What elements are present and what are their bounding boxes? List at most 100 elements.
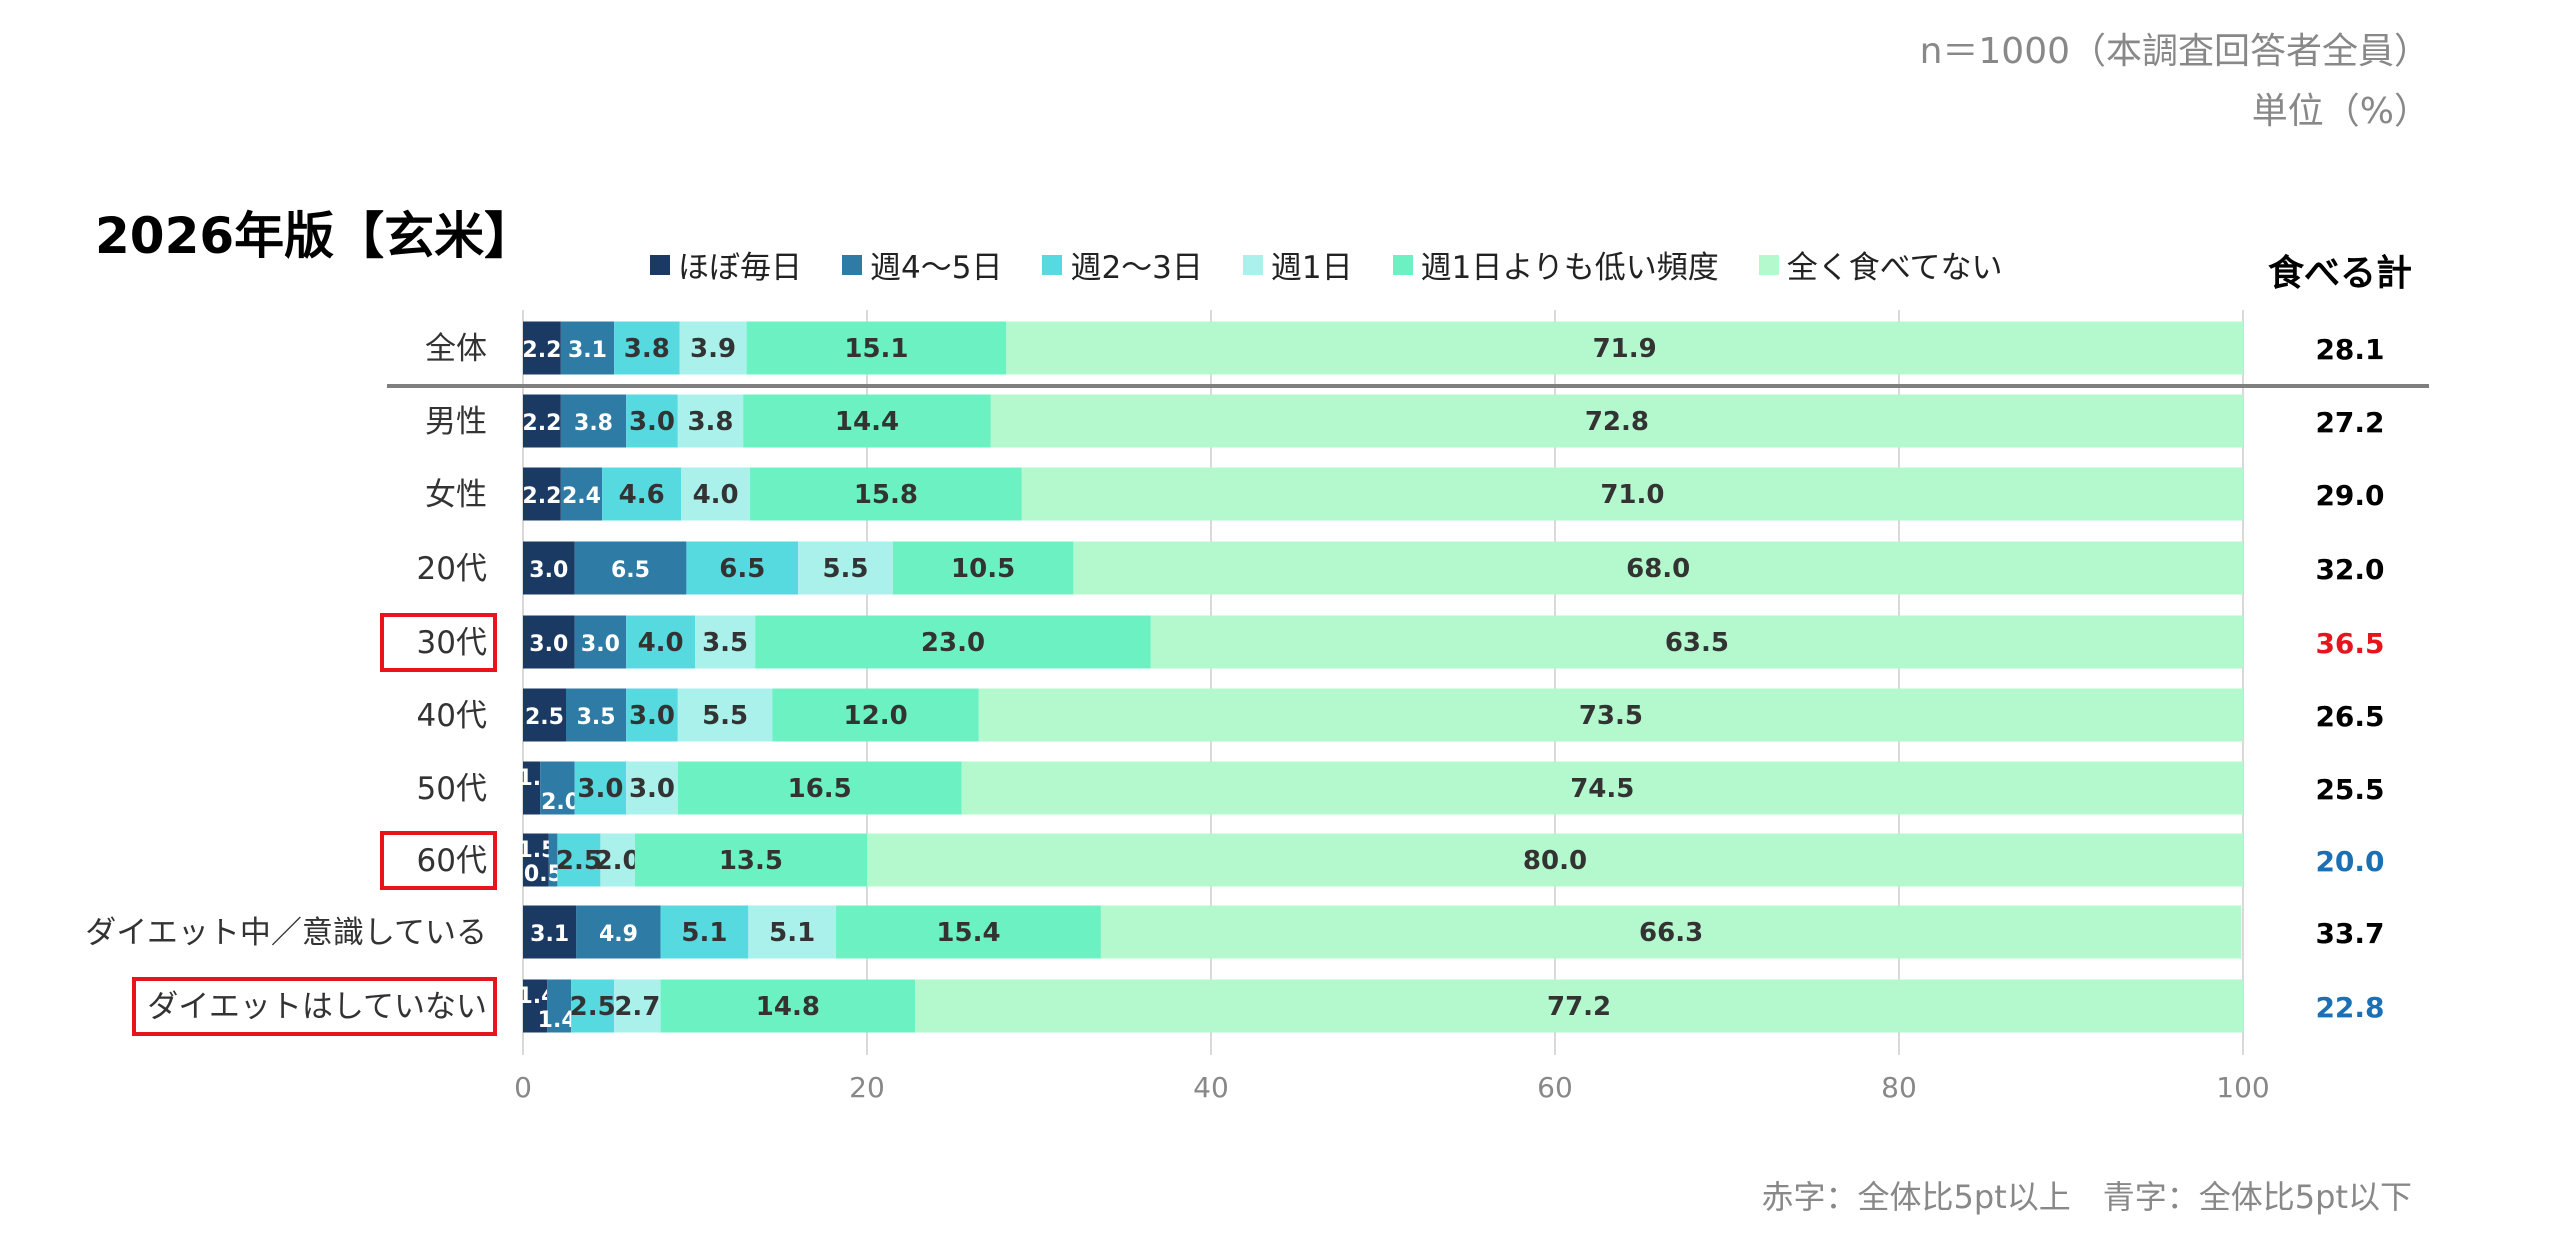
data-label: 3.8 [687,407,733,437]
bar-segment [574,761,627,815]
bar-segment [978,688,2243,742]
legend-item: ほぼ毎日 [650,242,802,287]
data-label: 2.5 [556,846,602,876]
bar-segment [523,467,561,521]
data-label: 14.4 [835,407,899,437]
data-label: 10.5 [951,554,1015,584]
data-label: 2.2 [522,338,561,363]
chart-title: 2026年版【玄米】 [95,207,535,265]
legend-swatch [650,254,670,275]
bar-segment [681,467,751,521]
category-label: 20代 [417,551,487,587]
category-label: 女性 [425,477,487,513]
data-label: 15.1 [844,334,908,364]
bar-segment [560,467,603,521]
bar-segment [614,321,680,375]
legend-item: 週2～3日 [1042,242,1203,287]
data-label: 73.5 [1579,701,1643,731]
total-value: 29.0 [2315,479,2384,512]
bar-segment [660,979,916,1033]
bar-segment [571,979,615,1033]
bar-segment [990,394,2243,448]
legend-item: 週1日 [1242,242,1353,287]
bar-segment [867,833,2243,887]
legend-label: 週1日よりも低い頻度 [1420,250,1719,286]
bar-segment [961,761,2243,815]
legend-swatch [1758,254,1779,275]
data-label: 4.6 [619,480,665,510]
bar-segment [695,615,756,669]
data-label: 14.8 [756,992,820,1022]
total-value: 25.5 [2315,773,2384,806]
x-tick-label: 80 [1881,1071,1917,1104]
data-label: 3.9 [690,334,736,364]
legend-label: 週1日 [1270,250,1353,286]
x-tick-label: 100 [2216,1071,2269,1104]
bar-segment [686,541,799,595]
total-value: 22.8 [2315,991,2384,1024]
data-label: 3.5 [577,705,616,730]
data-label: 80.0 [1523,846,1587,876]
category-label: ダイエット中／意識している [85,915,487,951]
data-label: 23.0 [921,628,985,658]
bar-segment [576,905,661,959]
bar-segment [566,688,627,742]
data-label: 2.2 [522,484,561,509]
data-label: 3.1 [530,922,569,947]
data-label: 2.5 [570,992,616,1022]
bar-segment [574,615,627,669]
category-label: ダイエットはしていない [147,989,487,1025]
data-label: 3.1 [568,338,607,363]
legend-item: 週4～5日 [842,242,1002,287]
data-label: 3.0 [577,774,623,804]
data-label: 3.0 [581,632,620,657]
legend-swatch [842,254,862,275]
highlight-box [380,613,497,672]
category-label: 40代 [417,698,487,734]
data-label: 2.5 [525,705,564,730]
data-label: 5.5 [702,701,748,731]
data-label: 0.5 [524,862,563,887]
total-value: 36.5 [2315,627,2384,660]
bar-segment [540,761,575,815]
bar-segment [748,905,837,959]
data-label: 2.4 [562,484,601,509]
bar-segment [523,541,575,595]
bar-segment [602,467,682,521]
x-tick-label: 20 [849,1071,885,1104]
x-tick-label: 60 [1537,1071,1573,1104]
data-label: 3.0 [629,407,675,437]
highlight-box [132,977,497,1036]
data-label: 15.4 [936,918,1000,948]
bar-segment [523,688,566,742]
data-label: 3.8 [624,334,670,364]
legend-swatch [1242,254,1263,275]
bar-segment [523,979,548,1033]
legend-item: 全く食べてない [1758,242,2003,287]
bar-segment [677,761,962,815]
bar-segment [755,615,1151,669]
x-tick-label: 40 [1193,1071,1229,1104]
total-value: 28.1 [2315,333,2384,366]
data-label: 3.0 [629,701,675,731]
data-label: 63.5 [1665,628,1729,658]
data-label: 74.5 [1570,774,1634,804]
bar-segment [1150,615,2243,669]
category-label: 30代 [417,625,487,661]
bar-segment [677,394,744,448]
data-label: 6.5 [719,554,765,584]
data-label: 1.4 [538,1008,577,1033]
legend-label: 週2～3日 [1070,250,1203,286]
bar-segment [743,394,991,448]
bar-segment [915,979,2244,1033]
data-label: 77.2 [1547,992,1611,1022]
data-label: 15.8 [854,480,918,510]
legend-swatch [1042,254,1063,275]
bar-segment [746,321,1007,375]
data-label: 68.0 [1626,554,1690,584]
bar-segment [1006,321,2243,375]
bar-segment [626,688,678,742]
bar-segment [560,321,615,375]
category-label: 全体 [425,331,487,367]
data-label: 12.0 [844,701,908,731]
